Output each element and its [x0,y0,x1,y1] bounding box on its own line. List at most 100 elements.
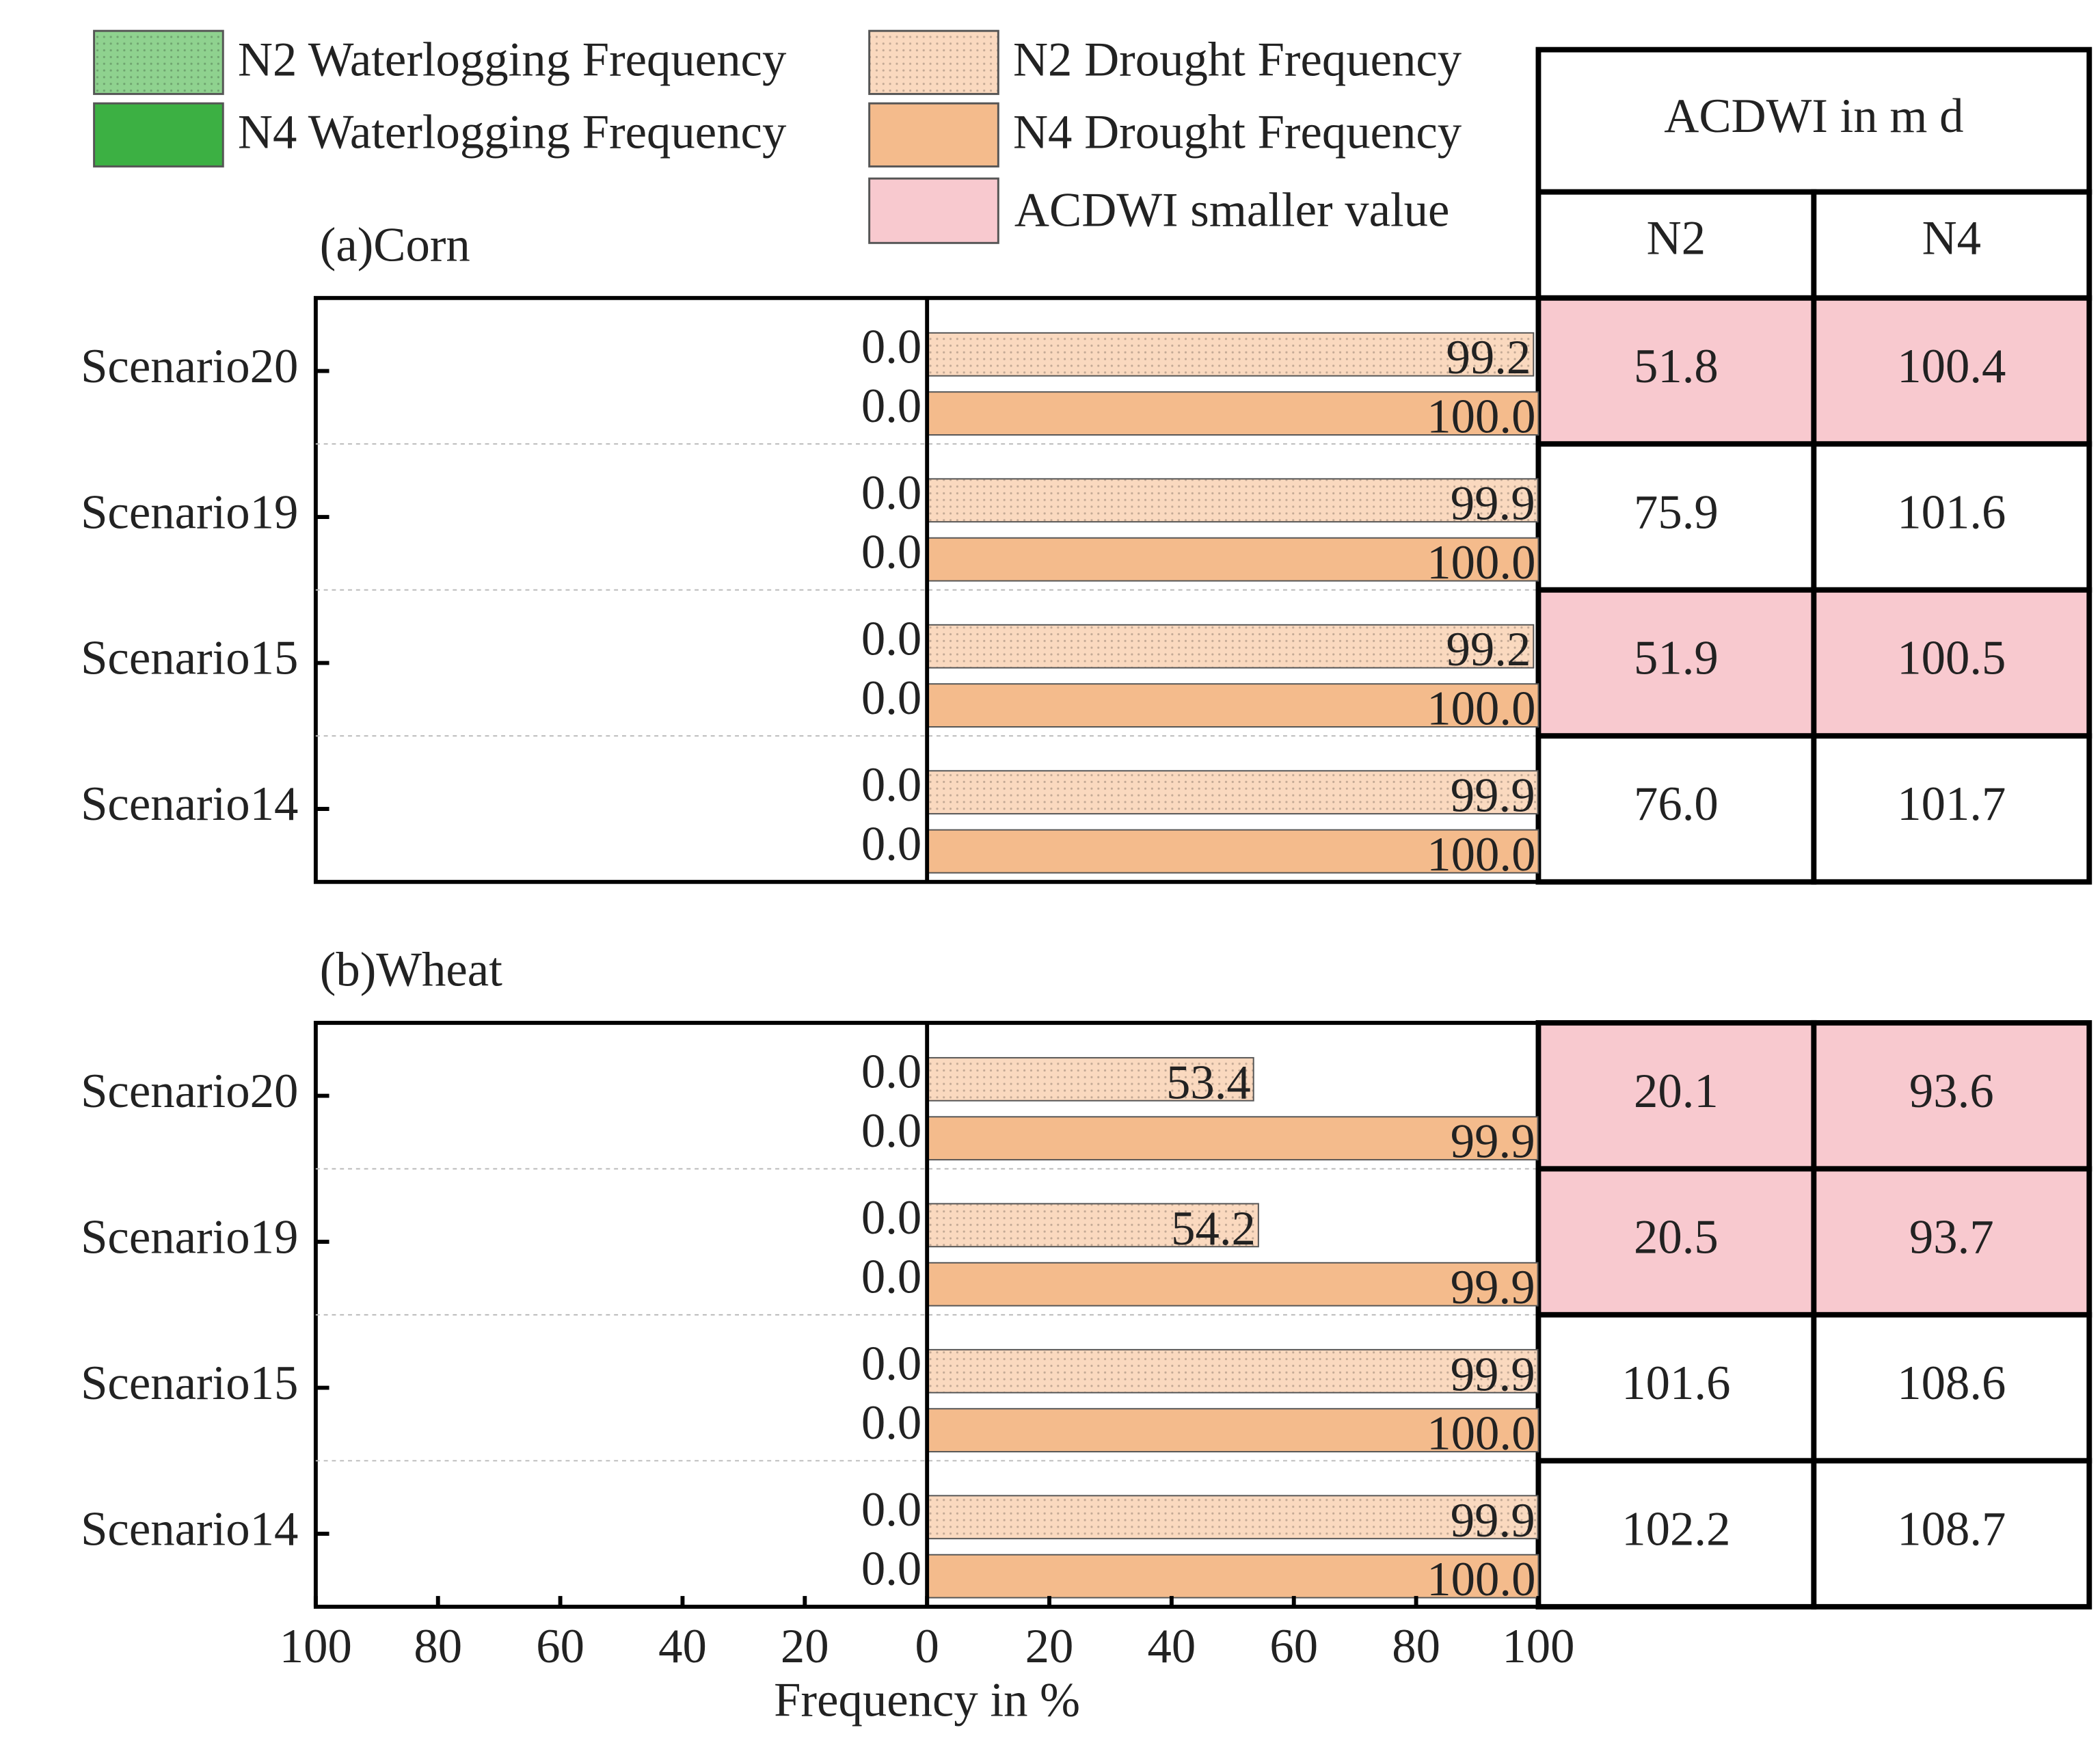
bar-value-label: 0.0 [861,321,921,374]
panel-title: (a)Corn [320,218,470,271]
legend-label: N2 Waterlogging Frequency [238,33,787,86]
bar-value-label: 100.0 [1427,828,1535,881]
legend-swatch [868,102,999,168]
table-value: 101.7 [1897,777,2006,831]
table-value: 100.5 [1897,632,2006,685]
bar-value-label: 0.0 [861,466,921,520]
bar-value-label: 0.0 [861,817,921,870]
bar [926,770,1539,815]
bar [926,1554,1539,1599]
bar-value-label: 100.0 [1427,1407,1535,1461]
bar-value-label: 0.0 [861,1045,921,1099]
bar [926,1116,1539,1161]
bar-value-label: 100.0 [1427,536,1535,589]
legend-label: N2 Drought Frequency [1013,33,1462,86]
x-axis-label: Frequency in % [774,1673,1080,1727]
bar [926,1262,1539,1307]
bar [926,478,1539,523]
legend-swatch [93,102,224,168]
legend-swatch [868,177,999,244]
category-label: Scenario14 [81,777,298,831]
table-value: 76.0 [1634,777,1719,831]
bar-value-label: 0.0 [861,379,921,433]
bar-value-label: 0.0 [861,758,921,812]
x-tick-label: 40 [658,1620,707,1673]
panel-title: (b)Wheat [320,943,502,996]
table-header-cell [1535,46,2092,195]
table-title: ACDWI in m d [1664,90,1963,143]
bar [926,1408,1539,1453]
bar-value-label: 0.0 [861,613,921,666]
bar [926,391,1539,436]
table-value: 93.6 [1909,1065,1994,1118]
table-value: 51.9 [1634,632,1719,685]
bar [926,1203,1259,1248]
bar [926,537,1539,582]
x-tick-label: 20 [781,1620,829,1673]
bar-value-label: 99.9 [1451,1348,1535,1401]
bar-value-label: 99.9 [1451,477,1535,531]
category-label: Scenario15 [81,1357,298,1410]
bar-value-label: 99.2 [1446,623,1531,676]
table-value: 108.7 [1897,1502,2006,1556]
x-tick-label: 60 [536,1620,584,1673]
table-cell [1811,295,2092,447]
bar [926,1056,1254,1102]
table-cell [1535,587,1817,739]
legend-swatch [93,29,224,95]
table-cell [1811,441,2092,593]
table-cell [1535,733,1817,885]
bar-value-label: 100.0 [1427,1553,1535,1606]
legend-label: ACDWI smaller value [1014,183,1450,237]
table-value: 75.9 [1634,485,1719,539]
bar-value-label: 54.2 [1171,1202,1256,1255]
x-tick-label: 80 [1392,1620,1440,1673]
bar-value-label: 0.0 [861,1337,921,1391]
bar-value-label: 99.9 [1451,769,1535,823]
x-tick-label: 20 [1025,1620,1074,1673]
table-cell [1535,441,1817,593]
table-value: 51.8 [1634,340,1719,393]
category-label: Scenario20 [81,340,298,393]
table-value: 93.7 [1909,1210,1994,1264]
bar-value-label: 0.0 [861,1483,921,1536]
bar-value-label: 0.0 [861,1251,921,1304]
table-value: 20.5 [1634,1210,1719,1264]
table-cell [1535,1311,1817,1464]
bar-value-label: 0.0 [861,525,921,578]
bar [926,1348,1539,1394]
table-value: 101.6 [1621,1357,1730,1410]
table-cell [1811,587,2092,739]
table-value: 102.2 [1621,1502,1730,1556]
bar-value-label: 99.9 [1451,1494,1535,1547]
bar-value-label: 0.0 [861,671,921,725]
legend-swatch [868,29,999,95]
bar-value-label: 100.0 [1427,390,1535,444]
bar [926,332,1535,377]
table-cell [1811,1020,2092,1172]
bar-value-label: 0.0 [861,1104,921,1158]
bar-value-label: 53.4 [1166,1056,1251,1109]
bar-value-label: 0.0 [861,1396,921,1450]
table-value: 100.4 [1897,340,2006,393]
table-value: 108.6 [1897,1357,2006,1410]
table-value: 101.6 [1897,485,2006,539]
table-column-header: N2 [1647,212,1706,265]
category-label: Scenario20 [81,1065,298,1118]
legend-label: N4 Drought Frequency [1013,105,1462,159]
bar-value-label: 99.9 [1451,1261,1535,1314]
x-tick-label: 100 [280,1620,352,1673]
bar [926,683,1539,728]
table-column-header: N4 [1922,212,1981,265]
bar-value-label: 100.0 [1427,682,1535,736]
table-cell [1811,1458,2092,1610]
x-tick-label: 0 [915,1620,939,1673]
legend-label: N4 Waterlogging Frequency [238,105,787,159]
table-cell [1535,1020,1817,1172]
x-tick-label: 100 [1502,1620,1574,1673]
category-label: Scenario15 [81,632,298,685]
bar [926,1495,1539,1540]
x-tick-label: 60 [1269,1620,1318,1673]
category-label: Scenario14 [81,1502,298,1556]
bar-value-label: 99.2 [1446,331,1531,384]
